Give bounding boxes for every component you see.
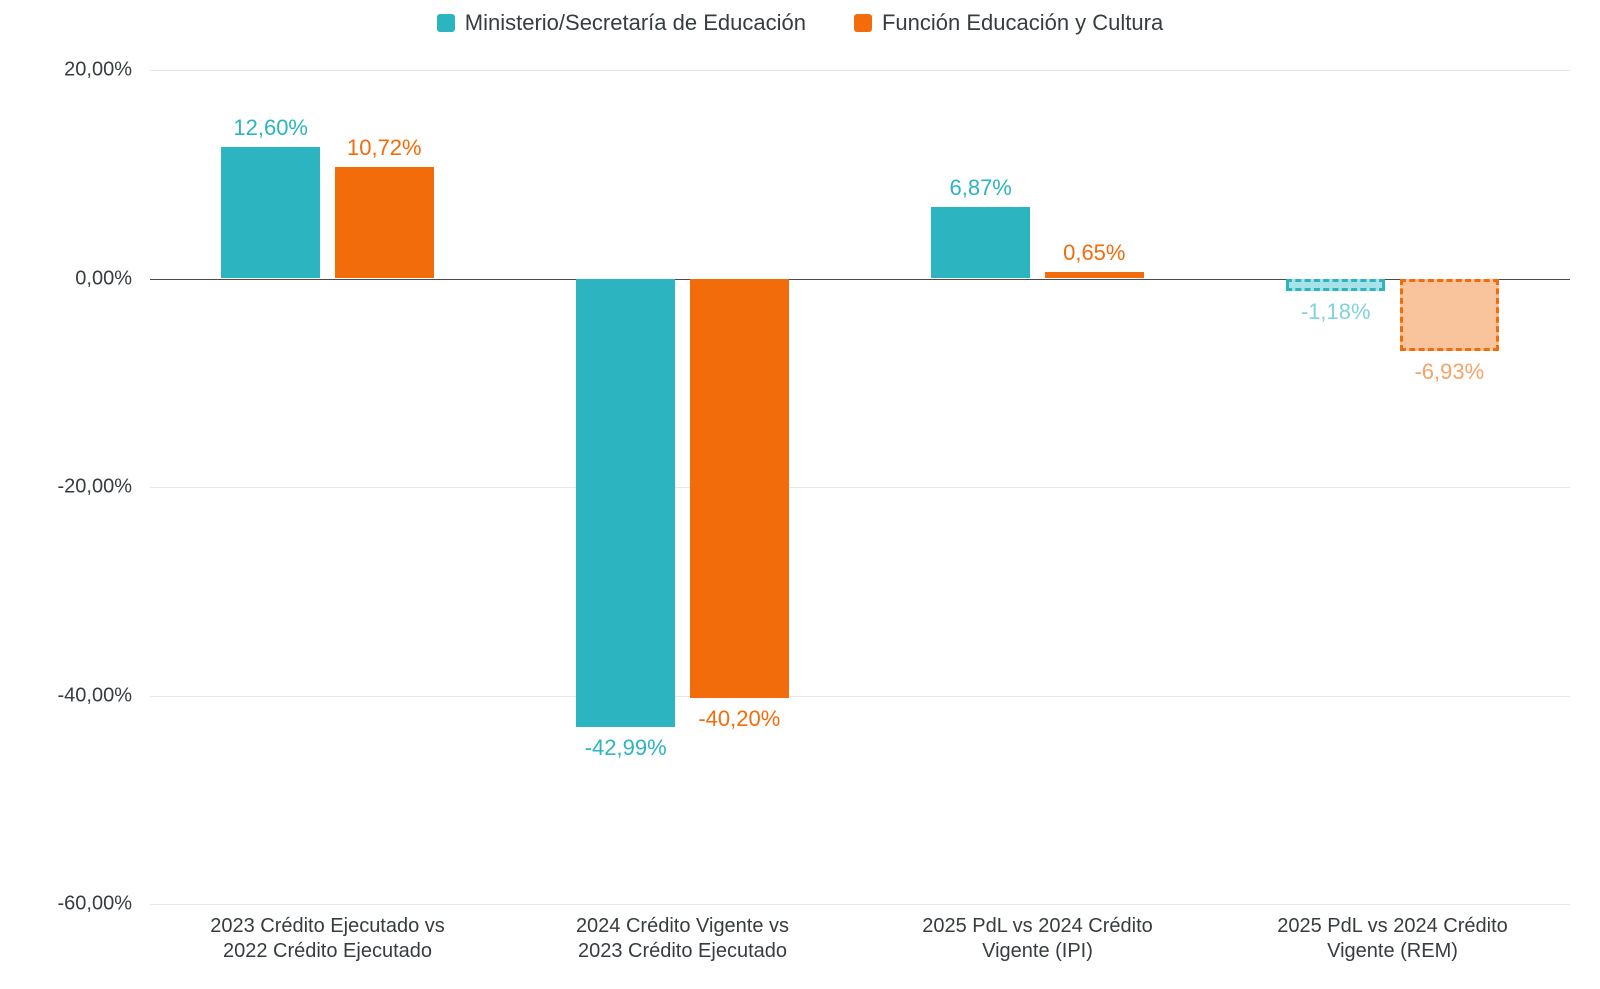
- x-axis-category-label: 2024 Crédito Vigente vs2023 Crédito Ejec…: [514, 914, 851, 964]
- gridline: [150, 696, 1570, 697]
- y-axis-tick-label: -20,00%: [58, 476, 151, 499]
- y-axis-tick-label: -40,00%: [58, 684, 151, 707]
- y-axis-tick-label: 20,00%: [64, 59, 150, 82]
- bar-funcion: [335, 167, 434, 279]
- legend-swatch-ministerio: [437, 14, 455, 32]
- bar-value-label: -40,20%: [698, 706, 780, 732]
- x-axis-category-label: 2025 PdL vs 2024 CréditoVigente (REM): [1224, 914, 1561, 964]
- bar-funcion: [1400, 279, 1499, 351]
- legend-item-funcion: Función Educación y Cultura: [854, 10, 1163, 36]
- gridline: [150, 487, 1570, 488]
- bar-value-label: -42,99%: [585, 735, 667, 761]
- bar-ministerio: [931, 207, 1030, 279]
- legend-label-ministerio: Ministerio/Secretaría de Educación: [465, 10, 806, 36]
- bar-ministerio: [576, 279, 675, 727]
- bar-value-label: 6,87%: [949, 175, 1011, 201]
- bar-value-label: -1,18%: [1301, 299, 1371, 325]
- plot-area: -60,00%-40,00%-20,00%0,00%20,00%12,60%10…: [150, 70, 1570, 904]
- bar-funcion: [1045, 272, 1144, 279]
- bar-value-label: 12,60%: [233, 115, 308, 141]
- legend-swatch-funcion: [854, 14, 872, 32]
- chart-container: Ministerio/Secretaría de Educación Funci…: [0, 0, 1600, 989]
- bar-value-label: 0,65%: [1063, 240, 1125, 266]
- legend-label-funcion: Función Educación y Cultura: [882, 10, 1163, 36]
- y-axis-tick-label: -60,00%: [58, 893, 151, 916]
- bar-ministerio: [221, 147, 320, 278]
- legend: Ministerio/Secretaría de Educación Funci…: [0, 10, 1600, 36]
- bar-ministerio: [1286, 279, 1385, 291]
- bar-funcion: [690, 279, 789, 698]
- bar-value-label: -6,93%: [1414, 359, 1484, 385]
- legend-item-ministerio: Ministerio/Secretaría de Educación: [437, 10, 806, 36]
- x-axis-category-label: 2023 Crédito Ejecutado vs2022 Crédito Ej…: [159, 914, 496, 964]
- gridline: [150, 70, 1570, 71]
- x-axis-category-label: 2025 PdL vs 2024 CréditoVigente (IPI): [869, 914, 1206, 964]
- y-axis-tick-label: 0,00%: [75, 267, 150, 290]
- gridline: [150, 904, 1570, 905]
- bar-value-label: 10,72%: [347, 135, 422, 161]
